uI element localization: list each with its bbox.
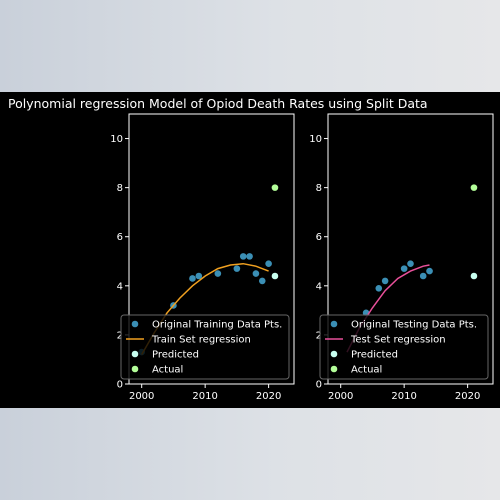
data-point — [419, 272, 427, 280]
chart-svg: Polynomial regression Model of Opiod Dea… — [8, 96, 494, 402]
y-tick-label: 0 — [316, 380, 322, 391]
data-point — [189, 275, 196, 282]
y-tick-label: 6 — [316, 232, 322, 243]
x-tick-label: 2020 — [256, 391, 281, 402]
legend-entry-actual-marker — [131, 365, 139, 373]
legend-box — [120, 314, 290, 380]
axes-frame — [128, 113, 295, 385]
x-tick-label: 2000 — [328, 391, 353, 402]
data-point — [407, 260, 414, 268]
y-tick-label: 0 — [117, 380, 123, 391]
data-point — [375, 284, 383, 292]
legend-entry-predicted-label: Predicted — [152, 350, 199, 361]
legend: Original Training Data Pts. Train Set reg… — [120, 314, 290, 380]
y-tick-label: 2 — [117, 330, 123, 341]
data-point — [233, 265, 241, 272]
legend-entry-points-label: Original Training Data Pts. — [152, 320, 282, 331]
y-tick-label: 2 — [316, 330, 322, 341]
legend-box — [319, 314, 489, 380]
predicted-point — [470, 272, 478, 280]
x-tick-label: 2000 — [129, 391, 154, 402]
data-point — [246, 253, 253, 260]
data-point — [239, 253, 247, 260]
data-point — [258, 277, 266, 285]
train-panel: 0 2 4 6 8 10 2000 2010 2020 Original Training Dat… — [110, 113, 295, 402]
data-point — [214, 270, 222, 277]
x-tick-label: 2010 — [192, 391, 217, 402]
legend-entry-actual-label: Actual — [152, 365, 183, 376]
legend-entry-predicted-marker — [330, 350, 338, 358]
predicted-point — [271, 272, 279, 280]
data-point — [426, 267, 433, 275]
data-point — [381, 277, 389, 285]
y-tick-label: 10 — [110, 134, 123, 145]
data-point — [265, 260, 272, 268]
y-tick-label: 4 — [117, 281, 123, 292]
legend-entry-predicted-label: Predicted — [351, 350, 398, 361]
data-point — [252, 270, 260, 277]
axes-frame — [327, 113, 494, 385]
chart-figure: Polynomial regression Model of Opiod Dea… — [0, 92, 500, 408]
x-tick-label: 2010 — [391, 391, 416, 402]
legend: Original Testing Data Pts. Test Set regre… — [319, 314, 489, 380]
actual-point — [271, 184, 279, 191]
legend-entry-predicted-marker — [131, 350, 139, 358]
legend-entry-points-marker — [131, 320, 139, 328]
x-tick-label: 2020 — [455, 391, 480, 402]
y-tick-label: 6 — [117, 232, 123, 243]
legend-entry-regression-label: Test Set regression — [350, 335, 446, 346]
actual-point — [470, 184, 478, 191]
test-panel: 0 2 4 6 8 10 2000 2010 2020 Original Testing Data… — [309, 113, 494, 402]
legend-entry-regression-label: Train Set regression — [151, 335, 251, 346]
legend-entry-actual-marker — [330, 365, 338, 373]
y-tick-label: 4 — [316, 281, 322, 292]
figure-title: Polynomial regression Model of Opiod Dea… — [8, 96, 428, 111]
data-point — [195, 272, 203, 280]
legend-entry-points-marker — [330, 320, 338, 328]
y-tick-label: 10 — [309, 134, 322, 145]
y-tick-label: 8 — [117, 183, 123, 194]
y-tick-label: 8 — [316, 183, 322, 194]
legend-entry-actual-label: Actual — [351, 365, 382, 376]
data-point — [400, 265, 408, 272]
legend-entry-points-label: Original Testing Data Pts. — [351, 320, 477, 331]
